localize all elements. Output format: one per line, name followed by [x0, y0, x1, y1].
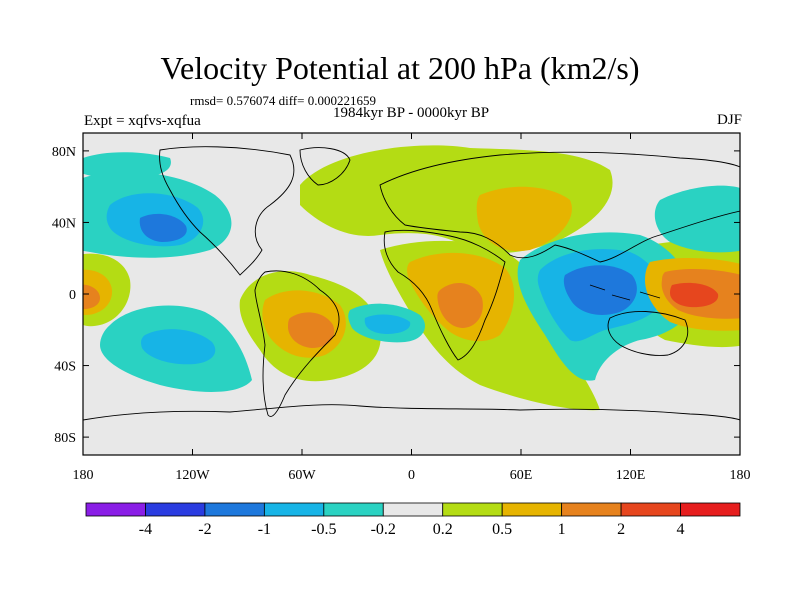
neg3-indo-pacific [563, 265, 637, 315]
colorbar-segment [501, 502, 563, 517]
lat-tick-label: 80S [54, 431, 76, 446]
stats-line: rmsd= 0.576074 diff= 0.000221659 [190, 93, 376, 108]
neg-region-arctic-west [83, 152, 171, 179]
colorbar-segment [323, 502, 384, 517]
colorbar-segment [204, 502, 265, 517]
lon-axis: 180 120W 60W 0 60E 120E 180 [73, 133, 751, 483]
pos3-south-america [288, 312, 335, 348]
colorbar-segment [561, 502, 622, 517]
coast-africa [383, 229, 506, 361]
experiment-label: Expt = xqfvs-xqfua [84, 113, 201, 129]
colorbar-segment [382, 502, 444, 517]
lon-tick-label: 0 [408, 468, 415, 483]
colorbar-label: -4 [139, 521, 152, 538]
pos4-pacific-east [670, 282, 719, 308]
colorbar-label: -2 [198, 521, 211, 538]
coast-greenland [299, 147, 351, 186]
coast-antarctica [83, 404, 740, 421]
colorbar-segment [620, 502, 681, 517]
colorbar-label: 2 [617, 521, 625, 538]
colorbar-segment [145, 502, 206, 517]
colorbar-label: -0.5 [311, 521, 336, 538]
period-label: 1984kyr BP - 0000kyr BP [332, 105, 490, 121]
lon-tick-label: 180 [730, 468, 751, 483]
coast-south-america [254, 270, 340, 417]
lat-axis: 80N 40N 0 40S 80S [52, 145, 740, 446]
neg2-south-pacific [141, 329, 216, 365]
coast-north-america [159, 146, 295, 276]
pos3-west-pacific [83, 284, 100, 310]
lon-tick-label: 120E [616, 468, 646, 483]
lat-tick-label: 0 [69, 288, 76, 303]
lon-tick-label: 60E [510, 468, 533, 483]
colorbar: -4 -2 -1 -0.5 -0.2 0.2 0.5 1 2 4 [85, 502, 741, 538]
colorbar-label: 0.5 [492, 521, 512, 538]
neg2-atlantic [364, 314, 411, 334]
coastlines [83, 146, 740, 421]
coast-eurasia [379, 151, 740, 263]
colorbar-segment [680, 502, 741, 517]
neg-region-arctic-east [654, 185, 740, 253]
map-field [83, 133, 740, 455]
colorbar-segment [442, 502, 503, 517]
colorbar-segment [263, 502, 325, 517]
colorbar-label: 1 [558, 521, 566, 538]
pos3-africa [437, 283, 483, 328]
season-label: DJF [716, 112, 742, 128]
coast-australia [607, 310, 689, 356]
colorbar-label: -0.2 [371, 521, 396, 538]
colorbar-label: -1 [258, 521, 271, 538]
lon-tick-label: 180 [73, 468, 94, 483]
neg3-north-pacific [139, 213, 187, 242]
lon-tick-label: 120W [175, 468, 210, 483]
lon-tick-label: 60W [288, 468, 316, 483]
lat-tick-label: 40S [54, 360, 76, 375]
lat-tick-label: 40N [52, 216, 76, 231]
coast-indonesia [589, 284, 661, 301]
colorbar-label: 0.2 [433, 521, 453, 538]
pos2-north-africa-asia [476, 186, 572, 251]
colorbar-segment [85, 502, 146, 517]
colorbar-label: 4 [677, 521, 685, 538]
lat-tick-label: 80N [52, 145, 76, 160]
plot-title: Velocity Potential at 200 hPa (km2/s) [160, 50, 640, 86]
